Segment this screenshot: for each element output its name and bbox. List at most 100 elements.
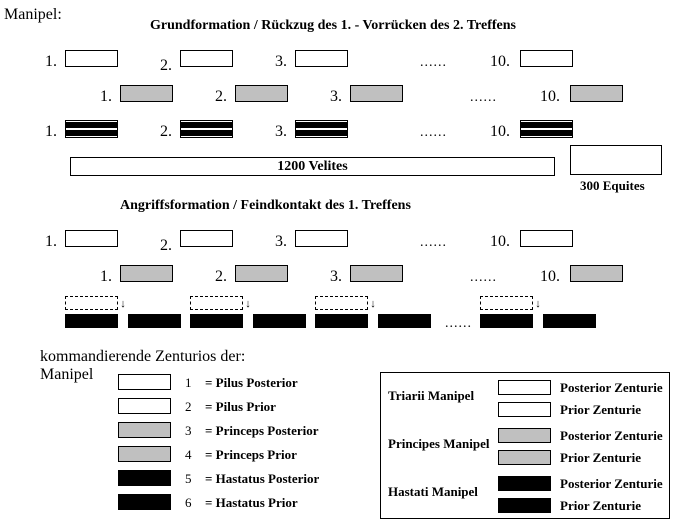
s2r2-n10: 10. (540, 268, 560, 286)
equites-label: 300 Equites (580, 178, 645, 194)
r1-dots: ...... (420, 55, 447, 71)
legend-right-label-1-0: Posterior Zenturie (560, 428, 663, 444)
legend-left-text-5: = Hastatus Prior (205, 495, 298, 511)
s2r2-u2 (235, 265, 288, 282)
s2r3-a1: ↓ (117, 298, 129, 310)
r1-n2: 2. (160, 57, 172, 75)
r3-u1 (65, 120, 118, 138)
s2r3-b3b (378, 314, 431, 328)
section2-title: Angriffsformation / Feindkontakt des 1. … (120, 198, 411, 214)
s2r3-b2b (253, 314, 306, 328)
r2-n2: 2. (215, 88, 227, 106)
legend-right-group-2: Hastati Manipel (388, 484, 478, 500)
s2r1-u10 (520, 230, 573, 247)
r2-dots: ...... (470, 90, 497, 106)
legend-right-box-1-1 (498, 450, 551, 465)
legend-left-text-1: = Pilus Prior (205, 399, 276, 415)
r3-n1: 1. (45, 123, 57, 141)
legend-right-label-2-1: Prior Zenturie (560, 498, 641, 514)
r3-u10 (520, 120, 573, 138)
legend-right-group-1: Principes Manipel (388, 436, 489, 452)
legend-sub: Manipel (40, 366, 93, 384)
s2r3-b10a (480, 314, 533, 328)
legend-left-text-3: = Princeps Prior (205, 447, 297, 463)
r1-u2 (180, 50, 233, 67)
r1-n1: 1. (45, 53, 57, 71)
r3-u3 (295, 120, 348, 138)
r3-n3: 3. (275, 123, 287, 141)
r3-dots: ...... (420, 125, 447, 141)
legend-right-label-2-0: Posterior Zenturie (560, 476, 663, 492)
legend-left-num-3: 4 (185, 447, 192, 463)
page-title: Manipel: (4, 6, 62, 24)
legend-left-text-4: = Hastatus Posterior (205, 471, 319, 487)
legend-left-box-2 (118, 422, 171, 438)
r2-u2 (235, 85, 288, 102)
legend-left-text-2: = Princeps Posterior (205, 423, 319, 439)
legend-right-box-2-0 (498, 476, 551, 491)
legend-left-text-0: = Pilus Posterior (205, 375, 298, 391)
r3-n10: 10. (490, 123, 510, 141)
s2r1-u3 (295, 230, 348, 247)
legend-right-label-0-1: Prior Zenturie (560, 402, 641, 418)
legend-left-box-1 (118, 398, 171, 414)
s2r1-dots: ...... (420, 235, 447, 251)
legend-title: kommandierende Zenturios der: (40, 348, 245, 366)
r2-u1 (120, 85, 173, 102)
section1-title: Grundformation / Rückzug des 1. - Vorrüc… (150, 18, 516, 34)
r1-n3: 3. (275, 53, 287, 71)
r2-n3: 3. (330, 88, 342, 106)
s2r3-dots: ...... (445, 316, 472, 332)
legend-left-num-0: 1 (185, 375, 192, 391)
r3-n2: 2. (160, 123, 172, 141)
s2r1-n10: 10. (490, 233, 510, 251)
legend-left-num-4: 5 (185, 471, 192, 487)
r2-u3 (350, 85, 403, 102)
s2r2-u3 (350, 265, 403, 282)
legend-right-label-0-0: Posterior Zenturie (560, 380, 663, 396)
s2r2-n1: 1. (100, 268, 112, 286)
s2r3-b3a (315, 314, 368, 328)
legend-left-box-3 (118, 446, 171, 462)
legend-right-box-0-1 (498, 402, 551, 417)
r1-n10: 10. (490, 53, 510, 71)
s2r3-b1a (65, 314, 118, 328)
s2r3-d10 (480, 296, 533, 310)
s2r2-u10 (570, 265, 623, 282)
s2r3-a2: ↓ (242, 298, 254, 310)
velites-bar: 1200 Velites (70, 157, 555, 176)
r3-u2 (180, 120, 233, 138)
s2r3-d2 (190, 296, 243, 310)
legend-right-box-1-0 (498, 428, 551, 443)
s2r3-b10b (543, 314, 596, 328)
s2r1-u1 (65, 230, 118, 247)
r2-n10: 10. (540, 88, 560, 106)
legend-right-group-0: Triarii Manipel (388, 388, 474, 404)
s2r3-a3: ↓ (367, 298, 379, 310)
legend-right-label-1-1: Prior Zenturie (560, 450, 641, 466)
r2-n1: 1. (100, 88, 112, 106)
s2r2-dots: ...... (470, 270, 497, 286)
legend-left-box-4 (118, 470, 171, 486)
r1-u3 (295, 50, 348, 67)
legend-right-box-0-0 (498, 380, 551, 395)
s2r3-b1b (128, 314, 181, 328)
s2r1-n3: 3. (275, 233, 287, 251)
s2r1-n2: 2. (160, 237, 172, 255)
s2r3-d1 (65, 296, 118, 310)
legend-left-num-5: 6 (185, 495, 192, 511)
r1-u10 (520, 50, 573, 67)
legend-left-num-2: 3 (185, 423, 192, 439)
legend-left-box-0 (118, 374, 171, 390)
s2r2-n3: 3. (330, 268, 342, 286)
s2r3-d3 (315, 296, 368, 310)
s2r3-a10: ↓ (532, 298, 544, 310)
s2r1-u2 (180, 230, 233, 247)
s2r1-n1: 1. (45, 233, 57, 251)
r1-u1 (65, 50, 118, 67)
legend-left-num-1: 2 (185, 399, 192, 415)
r2-u10 (570, 85, 623, 102)
s2r3-b2a (190, 314, 243, 328)
s2r2-u1 (120, 265, 173, 282)
legend-left-box-5 (118, 494, 171, 510)
